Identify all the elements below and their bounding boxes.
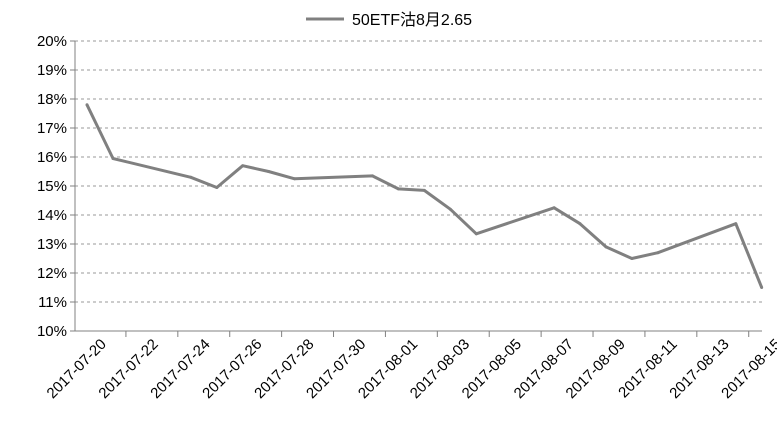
data-point bbox=[630, 257, 634, 260]
data-point bbox=[215, 186, 219, 189]
data-point bbox=[552, 206, 556, 210]
series-line bbox=[85, 104, 764, 289]
y-tick-label: 17% bbox=[37, 120, 67, 137]
data-point bbox=[578, 222, 582, 226]
y-tick-label: 13% bbox=[37, 236, 67, 253]
data-point bbox=[760, 286, 764, 289]
legend: 50ETF沽8月2.65 bbox=[306, 11, 472, 29]
y-tick-label: 16% bbox=[37, 149, 67, 166]
y-tick-label: 19% bbox=[37, 62, 67, 79]
data-point bbox=[422, 188, 426, 192]
y-tick-label: 15% bbox=[37, 178, 67, 195]
data-point bbox=[474, 232, 478, 236]
data-point bbox=[267, 170, 271, 173]
y-tick-label: 14% bbox=[37, 207, 67, 224]
gridlines bbox=[75, 40, 762, 303]
data-point bbox=[85, 103, 89, 107]
data-point bbox=[656, 251, 660, 255]
data-point bbox=[448, 207, 452, 211]
data-point bbox=[241, 164, 245, 168]
y-tick-label: 11% bbox=[38, 294, 67, 311]
data-point bbox=[293, 177, 297, 181]
y-tick-label: 12% bbox=[37, 265, 67, 282]
y-tick-label: 20% bbox=[37, 33, 67, 50]
axes bbox=[70, 40, 762, 332]
data-point bbox=[734, 222, 738, 226]
series-layer bbox=[85, 103, 764, 289]
y-axis-ticks: 10% 11% 12% 13% 14% 15% 16% 17% 18% 19% 20% bbox=[37, 33, 67, 340]
legend-label: 50ETF沽8月2.65 bbox=[352, 11, 472, 29]
data-point bbox=[370, 174, 374, 178]
data-point bbox=[604, 245, 608, 249]
y-tick-label: 18% bbox=[37, 91, 67, 108]
data-point bbox=[396, 187, 400, 191]
data-point bbox=[111, 157, 115, 160]
data-point bbox=[189, 175, 193, 179]
x-axis-ticks: 2017-07-202017-07-222017-07-242017-07-26… bbox=[44, 331, 777, 402]
y-tick-label: 10% bbox=[37, 323, 67, 340]
